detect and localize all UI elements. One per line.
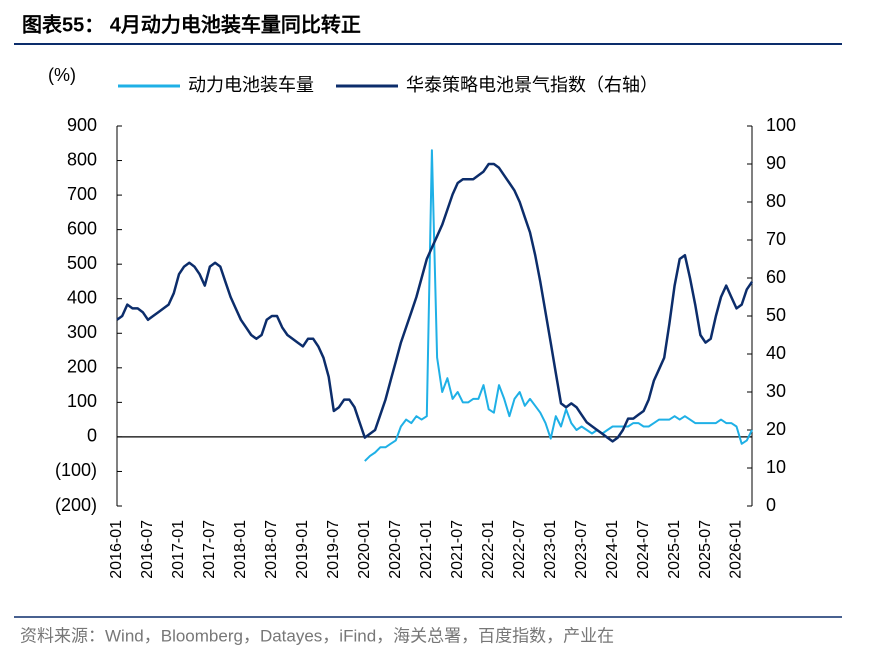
y-tick-label: 700 (67, 184, 97, 204)
y2-tick-label: 60 (766, 267, 786, 287)
y-tick-label: (200) (55, 495, 97, 515)
x-tick-label: 2023-07 (573, 520, 590, 579)
y2-tick-label: 90 (766, 153, 786, 173)
y-tick-label: (100) (55, 460, 97, 480)
y2-tick-label: 80 (766, 191, 786, 211)
x-tick-label: 2020-01 (356, 520, 373, 579)
y2-tick-label: 20 (766, 419, 786, 439)
x-tick-label: 2022-07 (511, 520, 528, 579)
x-tick-label: 2026-01 (728, 520, 745, 579)
y-tick-label: 0 (87, 426, 97, 446)
x-tick-label: 2021-01 (418, 520, 435, 579)
y-tick-label: 900 (67, 115, 97, 135)
x-tick-label: 2025-07 (697, 520, 714, 579)
x-tick-label: 2019-01 (294, 520, 311, 579)
x-tick-label: 2024-01 (604, 520, 621, 579)
x-tick-label: 2021-07 (449, 520, 466, 579)
y-tick-label: 500 (67, 253, 97, 273)
y-tick-label: 100 (67, 391, 97, 411)
x-tick-label: 2016-01 (108, 520, 125, 579)
x-tick-label: 2025-01 (666, 520, 683, 579)
y2-tick-label: 0 (766, 495, 776, 515)
y2-tick-label: 10 (766, 457, 786, 477)
y-tick-label: 600 (67, 218, 97, 238)
y-tick-label: 200 (67, 357, 97, 377)
y2-tick-label: 70 (766, 229, 786, 249)
x-tick-label: 2016-07 (139, 520, 156, 579)
y2-tick-label: 50 (766, 305, 786, 325)
series-line (364, 149, 753, 462)
x-tick-label: 2017-01 (170, 520, 187, 579)
series-line (116, 162, 754, 443)
legend-label: 华泰策略电池景气指数（右轴） (406, 75, 658, 95)
x-tick-label: 2017-07 (201, 520, 218, 579)
y-tick-label: 300 (67, 322, 97, 342)
x-tick-label: 2023-01 (542, 520, 559, 579)
y2-tick-label: 100 (766, 115, 796, 135)
x-tick-label: 2018-01 (232, 520, 249, 579)
chart-title: 图表55： 4月动力电池装车量同比转正 (22, 12, 361, 36)
y-tick-label: 400 (67, 287, 97, 307)
x-tick-label: 2022-01 (480, 520, 497, 579)
y2-tick-label: 30 (766, 381, 786, 401)
legend-label: 动力电池装车量 (188, 75, 314, 95)
x-tick-label: 2019-07 (325, 520, 342, 579)
y-tick-label: 800 (67, 149, 97, 169)
x-tick-label: 2018-07 (263, 520, 280, 579)
x-tick-label: 2024-07 (635, 520, 652, 579)
x-tick-label: 2020-07 (387, 520, 404, 579)
y2-tick-label: 40 (766, 343, 786, 363)
y-axis-label: (%) (48, 65, 76, 85)
source: 资料来源：Wind，Bloomberg，Datayes，iFind，海关总署，百… (20, 626, 614, 645)
